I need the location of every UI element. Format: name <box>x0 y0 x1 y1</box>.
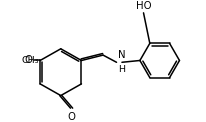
Text: CH₃: CH₃ <box>21 56 39 65</box>
Text: HO: HO <box>135 1 151 11</box>
Text: N: N <box>117 51 125 61</box>
Text: H: H <box>117 65 124 74</box>
Text: O: O <box>67 112 75 122</box>
Text: O: O <box>24 56 32 66</box>
